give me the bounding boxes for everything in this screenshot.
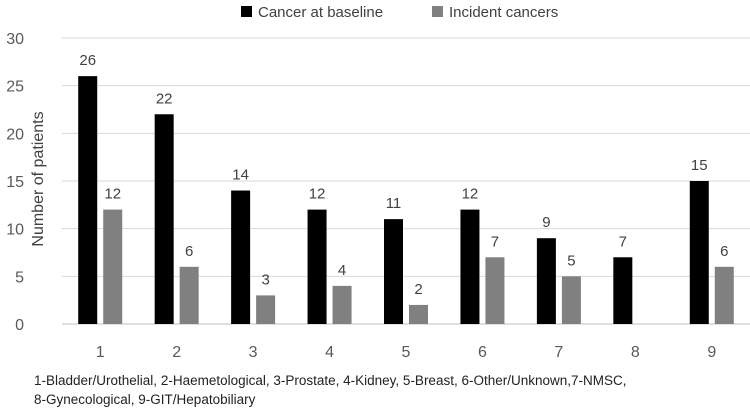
y-tick-label: 30 [6, 31, 24, 48]
data-label: 12 [104, 186, 121, 203]
data-label: 12 [309, 186, 326, 203]
data-label: 5 [567, 252, 575, 269]
x-tick-label: 9 [707, 344, 716, 361]
data-label: 11 [386, 195, 402, 212]
bar-incident-cancers [103, 209, 123, 324]
data-label: 7 [491, 233, 499, 250]
legend-swatch [241, 6, 252, 17]
legend-label: Cancer at baseline [258, 4, 383, 21]
data-label: 7 [619, 233, 627, 250]
x-tick-label: 1 [96, 344, 105, 361]
x-tick-label: 5 [402, 344, 411, 361]
data-label: 22 [156, 90, 173, 107]
bar-cancer-at-baseline [689, 181, 709, 324]
y-tick-label: 10 [6, 222, 24, 239]
x-tick-label: 2 [172, 344, 181, 361]
bar-cancer-at-baseline [536, 238, 556, 324]
y-tick-label: 5 [15, 269, 24, 286]
y-axis-title: Number of patients [30, 111, 47, 246]
bar-incident-cancers [485, 257, 505, 324]
data-label: 6 [185, 243, 193, 260]
bar-incident-cancers [332, 285, 352, 324]
legend-swatch [432, 6, 443, 17]
caption-line-2: 8-Gynecological, 9-GIT/Hepatobiliary [34, 392, 256, 407]
bar-incident-cancers [179, 266, 199, 324]
x-tick-label: 8 [631, 344, 640, 361]
bar-cancer-at-baseline [154, 114, 174, 325]
data-label: 6 [720, 243, 728, 260]
bar-incident-cancers [256, 295, 276, 324]
y-tick-label: 20 [6, 126, 24, 143]
data-label: 14 [232, 167, 249, 184]
y-tick-label: 25 [6, 79, 24, 96]
x-tick-label: 3 [249, 344, 258, 361]
bar-cancer-at-baseline [78, 76, 98, 324]
data-label: 12 [462, 186, 479, 203]
legend-label: Incident cancers [449, 4, 558, 21]
data-label: 3 [261, 271, 269, 288]
bar-cancer-at-baseline [384, 219, 403, 324]
caption-line-1: 1-Bladder/Urothelial, 2-Haemetological, … [34, 373, 627, 388]
data-label: 9 [542, 214, 550, 231]
x-tick-label: 7 [554, 344, 563, 361]
bar-cancer-at-baseline [613, 257, 633, 324]
y-tick-label: 15 [6, 174, 24, 191]
bar-incident-cancers [409, 304, 428, 324]
x-tick-label: 6 [478, 344, 487, 361]
data-label: 2 [414, 281, 422, 298]
bar-cancer-at-baseline [460, 209, 480, 324]
y-tick-label: 0 [15, 317, 24, 334]
data-label: 15 [691, 157, 708, 174]
category-legend-caption: 1-Bladder/Urothelial, 2-Haemetological, … [34, 371, 744, 409]
x-tick-label: 4 [325, 344, 334, 361]
bar-cancer-at-baseline [231, 190, 251, 324]
bar-cancer-at-baseline [307, 209, 327, 324]
bar-incident-cancers [714, 266, 734, 324]
bar-incident-cancers [561, 276, 581, 324]
data-label: 4 [338, 262, 346, 279]
data-label: 26 [79, 52, 96, 69]
